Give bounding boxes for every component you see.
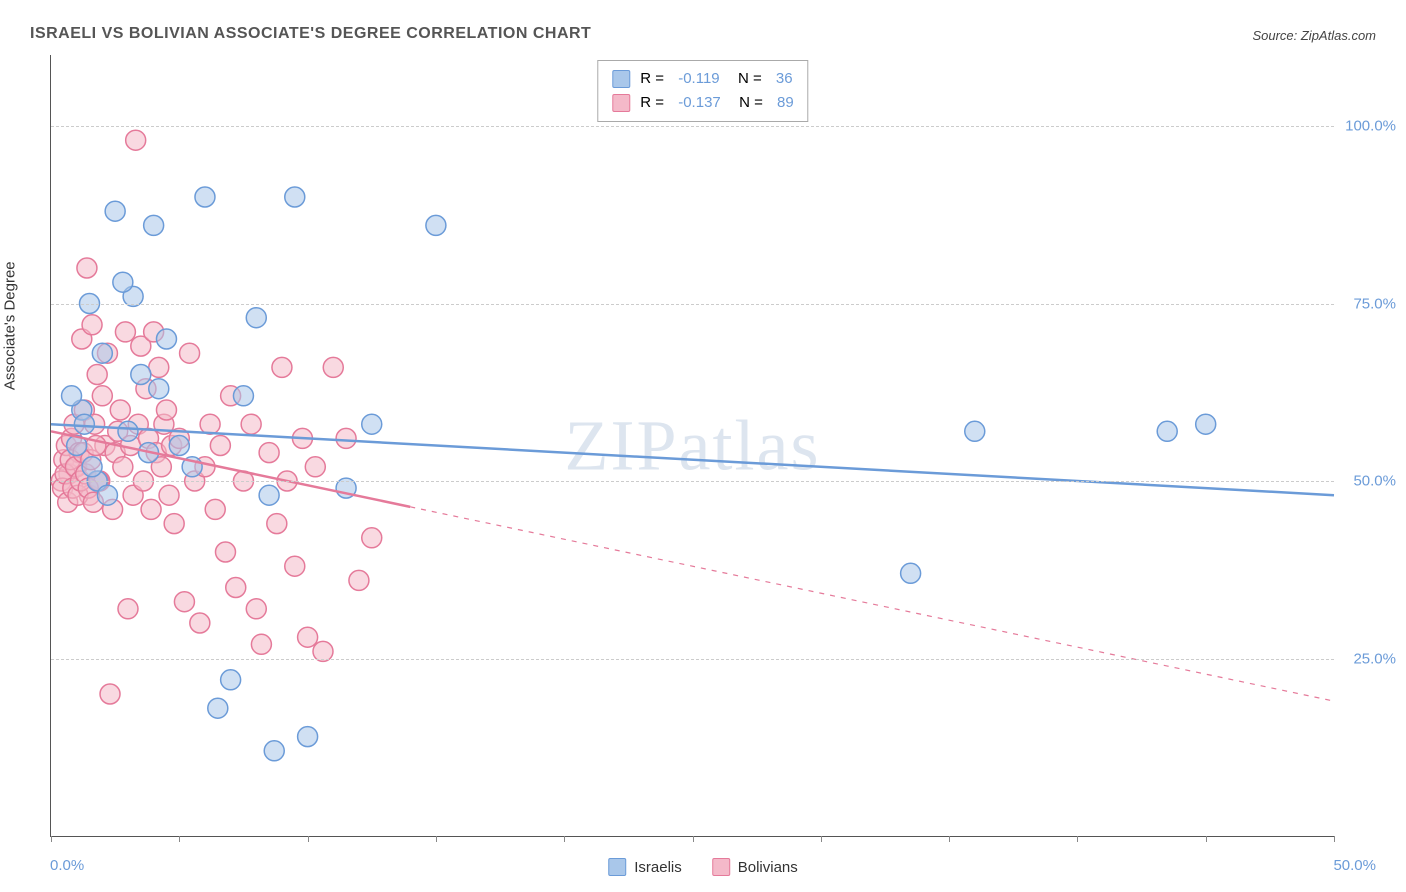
stats-text: N =: [730, 67, 766, 91]
source-label: Source: ZipAtlas.com: [1252, 28, 1376, 43]
stats-text: R =: [640, 91, 668, 115]
stats-swatch-israelis: [612, 70, 630, 88]
stats-text: R =: [640, 67, 668, 91]
chart-container: ISRAELI VS BOLIVIAN ASSOCIATE'S DEGREE C…: [0, 0, 1406, 892]
stats-row-israelis: R = -0.119 N = 36: [612, 67, 793, 91]
legend-item-bolivians: Bolivians: [712, 858, 798, 876]
stats-box: R = -0.119 N = 36 R = -0.137 N = 89: [597, 60, 808, 122]
stats-r: -0.137: [678, 91, 721, 115]
stats-n: 36: [776, 67, 793, 91]
legend-label: Israelis: [634, 859, 682, 876]
legend-label: Bolivians: [738, 859, 798, 876]
stats-row-bolivians: R = -0.137 N = 89: [612, 91, 793, 115]
stats-n: 89: [777, 91, 794, 115]
stats-text: N =: [731, 91, 767, 115]
x-axis-max-label: 50.0%: [1333, 857, 1376, 874]
stats-r: -0.119: [678, 67, 719, 91]
legend-swatch-bolivians: [712, 858, 730, 876]
plot-area: ZIPatlas 25.0%50.0%75.0%100.0%: [50, 55, 1334, 837]
chart-title: ISRAELI VS BOLIVIAN ASSOCIATE'S DEGREE C…: [30, 25, 591, 43]
legend-swatch-israelis: [608, 858, 626, 876]
y-axis-label: Associate's Degree: [2, 261, 19, 390]
legend-bottom: Israelis Bolivians: [608, 858, 798, 876]
plot-svg: [51, 55, 1334, 836]
stats-swatch-bolivians: [612, 94, 630, 112]
x-axis-min-label: 0.0%: [50, 857, 84, 874]
legend-item-israelis: Israelis: [608, 858, 682, 876]
